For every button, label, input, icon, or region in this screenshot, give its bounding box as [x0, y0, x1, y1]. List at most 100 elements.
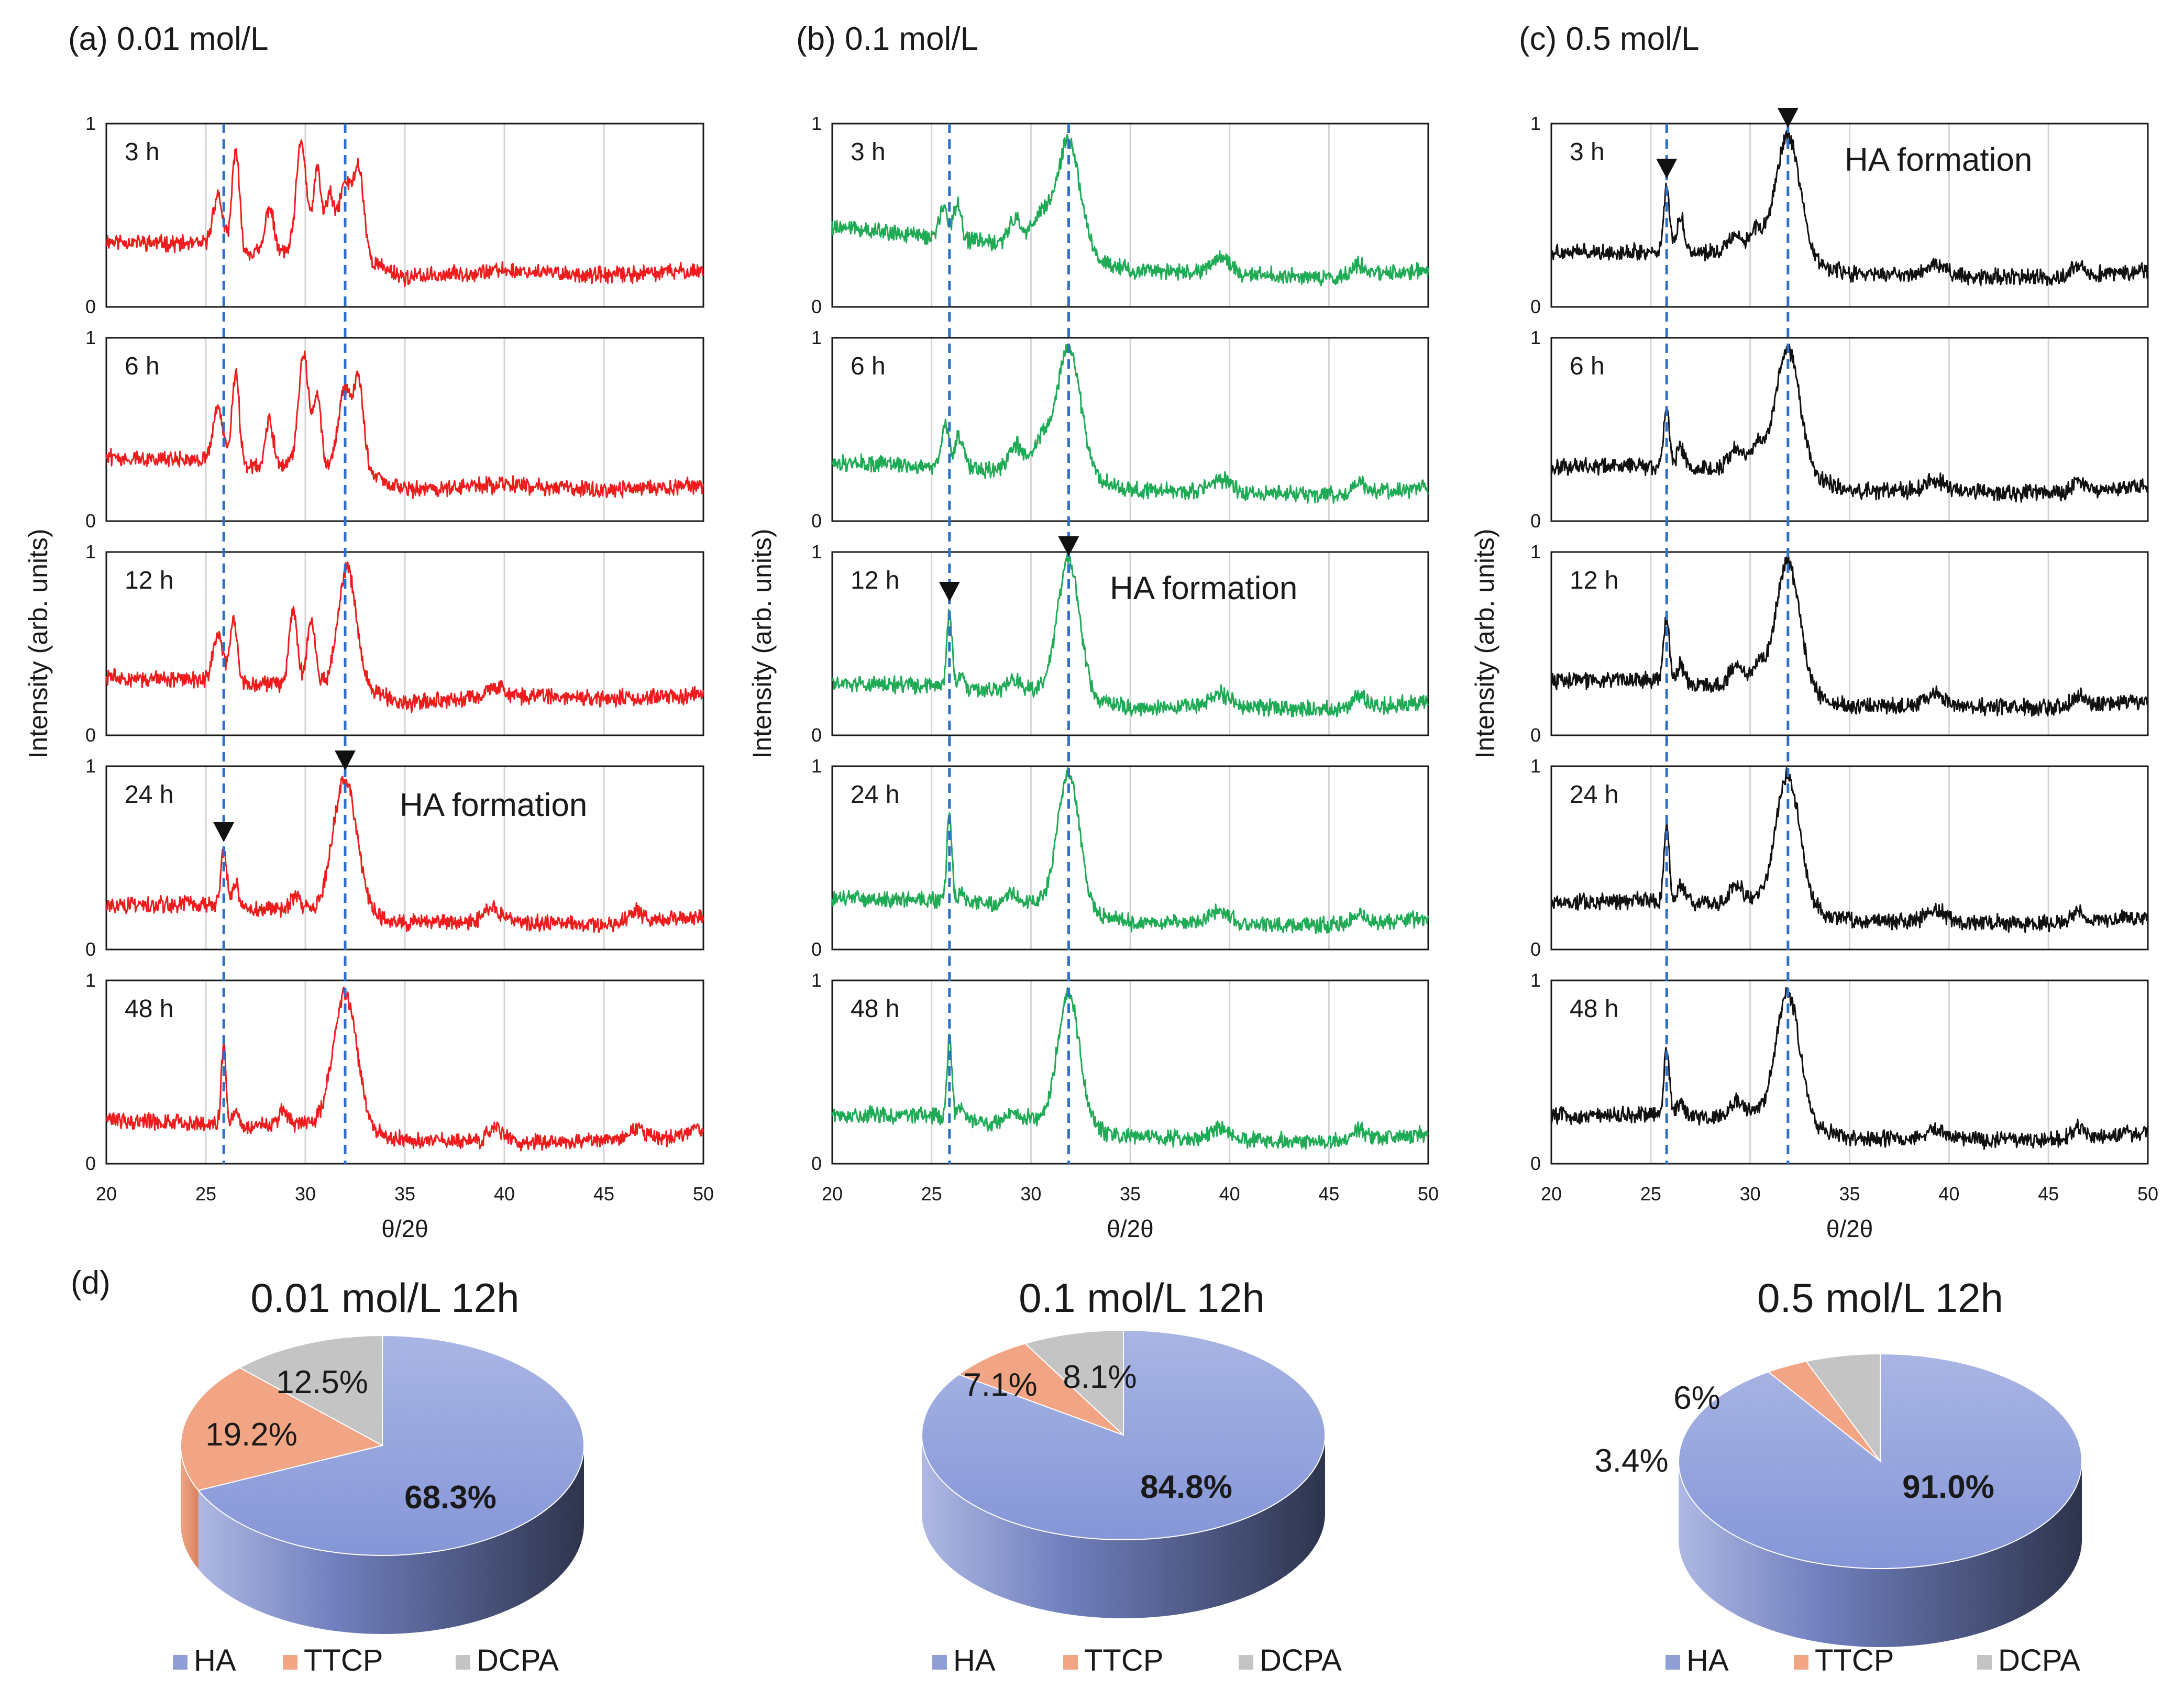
pie-slice-dcpa: [238, 1334, 383, 1447]
y-tick-label: 1: [1530, 327, 1541, 348]
series-time-label: 24 h: [125, 781, 173, 809]
plot-frame: [831, 979, 1429, 1165]
xrd-panel-0: (a) 0.01 mol/L 1 0 3 h 1 0 6 h 1 0 12 h 1 0 24 h 1 0 48…: [24, 21, 714, 1242]
peak-marker: [939, 582, 960, 602]
y-tick-label: 1: [1530, 755, 1541, 777]
x-tick-label: 25: [921, 1183, 942, 1205]
plot-frame: [831, 765, 1429, 951]
series-time-label: 3 h: [1570, 138, 1605, 166]
pie-slice-label: 84.8%: [1140, 1469, 1232, 1505]
panel-title: (a) 0.01 mol/L: [68, 21, 269, 57]
pie-slice-dcpa: [1024, 1329, 1124, 1437]
xrd-trace: [106, 139, 704, 288]
pie-slice-label: 91.0%: [1902, 1469, 1994, 1505]
pie-slice-label: 19.2%: [205, 1417, 297, 1453]
series-time-label: 3 h: [851, 138, 886, 166]
x-tick-label: 40: [494, 1183, 515, 1205]
xrd-trace: [831, 344, 1429, 504]
panel-label: (d): [71, 1265, 111, 1301]
plot-frame: [831, 551, 1429, 736]
plot-frame: [1550, 551, 2149, 736]
y-tick-label: 1: [85, 327, 96, 348]
xrd-trace: [106, 776, 704, 933]
series-time-label: 6 h: [851, 352, 886, 380]
plot-frame: [1550, 765, 2149, 951]
xrd-trace: [1550, 556, 2149, 717]
peak-marker: [1058, 536, 1079, 556]
x-tick-label: 35: [394, 1183, 415, 1205]
legend-label: DCPA: [477, 1643, 559, 1677]
series-time-label: 48 h: [851, 995, 899, 1023]
y-tick-label: 1: [811, 755, 822, 777]
y-tick-label: 0: [1530, 939, 1541, 960]
pie-title: 0.01 mol/L 12h: [250, 1275, 519, 1321]
plot-frame: [105, 123, 704, 308]
plot-frame: [105, 337, 704, 522]
x-tick-label: 25: [1640, 1183, 1661, 1205]
xrd-trace: [831, 987, 1429, 1150]
x-axis-label: θ/2θ: [1826, 1215, 1873, 1242]
y-tick-label: 1: [1530, 969, 1541, 991]
x-tick-label: 40: [1219, 1183, 1240, 1205]
pie-slice-ha: [197, 1334, 584, 1556]
x-tick-label: 30: [1740, 1183, 1761, 1205]
y-tick-label: 0: [85, 724, 96, 746]
xrd-trace: [105, 350, 704, 499]
plot-frame: [1550, 123, 2149, 308]
xrd-panel-2: (c) 0.5 mol/L 1 0 3 h 1 0 6 h 1 0 12 h 1 0 24 h 1 0 48 …: [1470, 21, 2158, 1242]
pie-slice-ttcp: [957, 1343, 1124, 1436]
peak-marker: [1777, 108, 1799, 128]
pie-slice-label: 68.3%: [404, 1480, 497, 1516]
plot-frame: [831, 337, 1429, 522]
peak-marker: [1656, 159, 1678, 179]
legend-swatch-ha: [932, 1655, 947, 1670]
pie-side-ttcp: [181, 1445, 198, 1569]
y-tick-label: 1: [811, 969, 822, 991]
legend-swatch-dcpa: [456, 1655, 470, 1670]
x-tick-label: 35: [1839, 1183, 1860, 1205]
y-tick-label: 0: [811, 1153, 822, 1174]
x-tick-label: 45: [1318, 1183, 1339, 1205]
x-tick-label: 30: [295, 1183, 316, 1205]
x-tick-label: 50: [2137, 1183, 2158, 1205]
series-time-label: 12 h: [1570, 567, 1618, 594]
y-tick-label: 1: [811, 541, 822, 562]
legend-label: TTCP: [1815, 1643, 1894, 1677]
x-tick-label: 40: [1938, 1183, 1959, 1205]
xrd-trace: [105, 561, 704, 713]
y-tick-label: 0: [811, 724, 822, 746]
pie-slice-label: 7.1%: [963, 1367, 1037, 1403]
x-tick-label: 45: [2038, 1183, 2059, 1205]
y-axis-label: Intensity (arb. units): [747, 528, 777, 758]
x-tick-label: 35: [1120, 1183, 1141, 1205]
legend-swatch-ttcp: [1063, 1655, 1078, 1670]
y-tick-label: 1: [85, 755, 96, 777]
pie-side-ha: [1679, 1461, 2082, 1647]
series-time-label: 12 h: [125, 567, 173, 594]
legend-swatch-ha: [173, 1655, 187, 1670]
legend-label: HA: [1686, 1643, 1729, 1677]
y-tick-label: 0: [1530, 1153, 1541, 1174]
y-tick-label: 0: [85, 510, 96, 532]
plot-frame: [1550, 979, 2149, 1165]
pie-title: 0.1 mol/L 12h: [1019, 1275, 1265, 1321]
y-tick-label: 0: [85, 296, 96, 317]
x-axis-label: θ/2θ: [1107, 1215, 1154, 1242]
annotation-label: HA formation: [400, 787, 587, 823]
xrd-panel-1: (b) 0.1 mol/L 1 0 3 h 1 0 6 h 1 0 12 h 1 0 24 h 1 0 48 …: [747, 21, 1439, 1242]
xrd-trace: [1550, 767, 2149, 933]
y-tick-label: 0: [85, 1153, 96, 1174]
legend-swatch-dcpa: [1977, 1655, 1992, 1670]
pie-chart-2: 0.5 mol/L 12h 91.0% 3.4%6% HA TTCP DCPA: [1594, 1275, 2082, 1677]
legend-swatch-ttcp: [283, 1655, 297, 1670]
series-time-label: 48 h: [125, 995, 173, 1023]
panel-title: (b) 0.1 mol/L: [796, 21, 978, 57]
y-axis-label: Intensity (arb. units): [24, 528, 53, 758]
x-axis-label: θ/2θ: [381, 1215, 428, 1242]
xrd-trace: [831, 767, 1429, 934]
plot-frame: [105, 551, 704, 736]
xrd-trace: [1550, 987, 2149, 1150]
legend-label: HA: [953, 1643, 996, 1677]
pie-title: 0.5 mol/L 12h: [1757, 1275, 2003, 1321]
y-axis-label: Intensity (arb. units): [1470, 528, 1499, 758]
